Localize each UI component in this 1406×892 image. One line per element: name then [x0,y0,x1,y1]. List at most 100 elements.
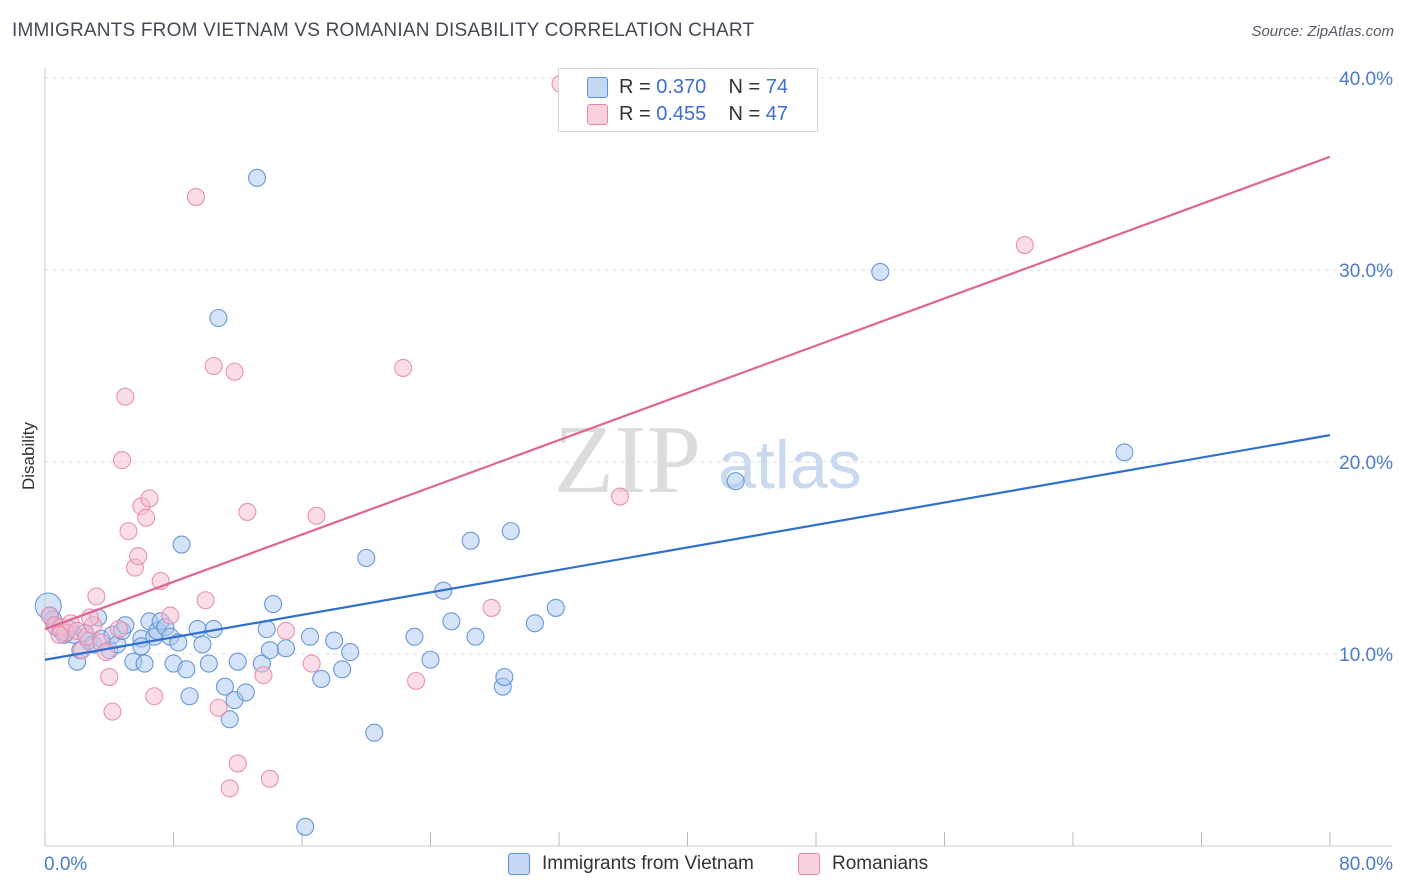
romanian-point [161,606,180,625]
bottom-legend-romanians: Romanians [798,852,928,876]
bottom-legend-swatch-blue [508,853,530,875]
vietnam-point [341,643,360,662]
y-tick-label: 20.0% [1339,453,1393,474]
gridlines [45,77,1392,655]
vietnam-point [726,472,745,491]
x-tick-label: 80.0% [1339,854,1393,875]
vietnam-point [296,817,315,836]
romanian-point [119,522,138,541]
bottom-legend-label-romanians: Romanians [832,853,929,874]
vietnam-point [228,652,247,671]
vietnam-point [357,548,376,568]
vietnam-point [312,669,331,689]
romanian-point [302,654,321,673]
romanian-point [103,702,122,721]
vietnam-point [442,612,461,631]
vietnam-point [1115,443,1134,462]
vietnam-point [177,660,196,679]
y-tick-label: 10.0% [1339,645,1393,666]
legend-r-label-1: R = [619,75,657,98]
romanian-point [50,625,69,644]
romanian-point [140,489,159,508]
vietnam-point [525,614,544,633]
vietnam-point [215,677,234,696]
legend-n-label-1: N = [728,75,766,98]
legend-n-value-2: 47 [765,102,789,125]
bottom-legend-swatch-pink [798,853,820,875]
romanian-point [137,508,156,527]
legend-r-value-1: 0.370 [656,75,707,98]
vietnam-point [546,598,565,617]
legend-n-label-2: N = [728,102,766,125]
vietnam-point [466,627,485,646]
romanian-point [113,451,132,470]
romanian-trend-line [44,155,1331,631]
romanian-point [220,779,239,798]
legend-n-value-1: 74 [765,75,789,98]
vietnam-point [501,522,520,541]
romanian-point [482,598,501,617]
vietnam-point [247,168,267,187]
y-axis-title: Disability [19,421,38,490]
romanian-point [204,356,223,376]
romanian-point [1015,235,1034,255]
romanian-point [129,547,148,566]
romanian-point [100,667,119,687]
romanian-point [186,187,206,207]
vietnam-trend-line [44,434,1331,661]
romanian-point [87,587,106,606]
vietnam-point [132,637,151,656]
vietnam-point [220,710,239,729]
chart-title: IMMIGRANTS FROM VIETNAM VS ROMANIAN DISA… [12,20,755,41]
vietnam-point [333,660,352,679]
source-credit: Source: ZipAtlas.com [1251,23,1394,40]
romanian-point [610,487,630,506]
vietnam-point [180,687,199,706]
bottom-legend-label-vietnam: Immigrants from Vietnam [542,853,754,874]
vietnam-point [193,635,212,654]
y-tick-label: 40.0% [1339,69,1393,90]
correlation-legend: R = 0.370 N = 74 R = 0.455 N = 47 [558,68,818,132]
vietnam-point [461,531,480,550]
bottom-legend-vietnam: Immigrants from Vietnam [508,852,754,876]
vietnam-point [300,627,320,646]
vietnam-point [236,683,255,702]
legend-swatch-pink [587,103,608,125]
romanian-point [96,643,116,662]
axes [44,68,1392,847]
romanian-point [109,619,128,639]
romanian-point [145,687,164,706]
vietnam-point [260,641,279,660]
romanian-point [254,666,273,685]
romanian-point [116,387,135,406]
romanian-point [238,502,257,521]
vietnam-point [495,667,514,687]
legend-r-label-2: R = [619,102,657,125]
romanian-point [276,621,295,641]
vietnam-point [405,627,424,646]
vietnam-point [135,654,154,673]
trend-lines [44,155,1331,661]
romanian-point [225,362,244,381]
vietnam-point [871,262,890,281]
romanian-point [406,671,426,690]
y-tick-label: 30.0% [1339,261,1393,282]
vietnam-point [172,535,191,554]
romanian-point [394,358,413,377]
vietnam-point [365,723,384,742]
legend-swatch-blue [587,76,608,98]
vietnam-point [199,654,218,673]
legend-r-value-2: 0.455 [656,102,707,125]
romanian-point [228,754,247,773]
vietnam-point [276,639,295,658]
x-tick-label: 0.0% [44,854,87,875]
romanian-point [209,698,228,717]
vietnam-point [209,308,228,328]
romanian-point [307,506,326,525]
romanian-point [196,591,215,610]
watermark-atlas: atlas [718,427,862,503]
vietnam-point [264,595,283,614]
vietnam-point [325,631,344,650]
tick-labels: 10.0% 20.0% 30.0% 40.0% 0.0% 80.0% [44,69,1393,875]
